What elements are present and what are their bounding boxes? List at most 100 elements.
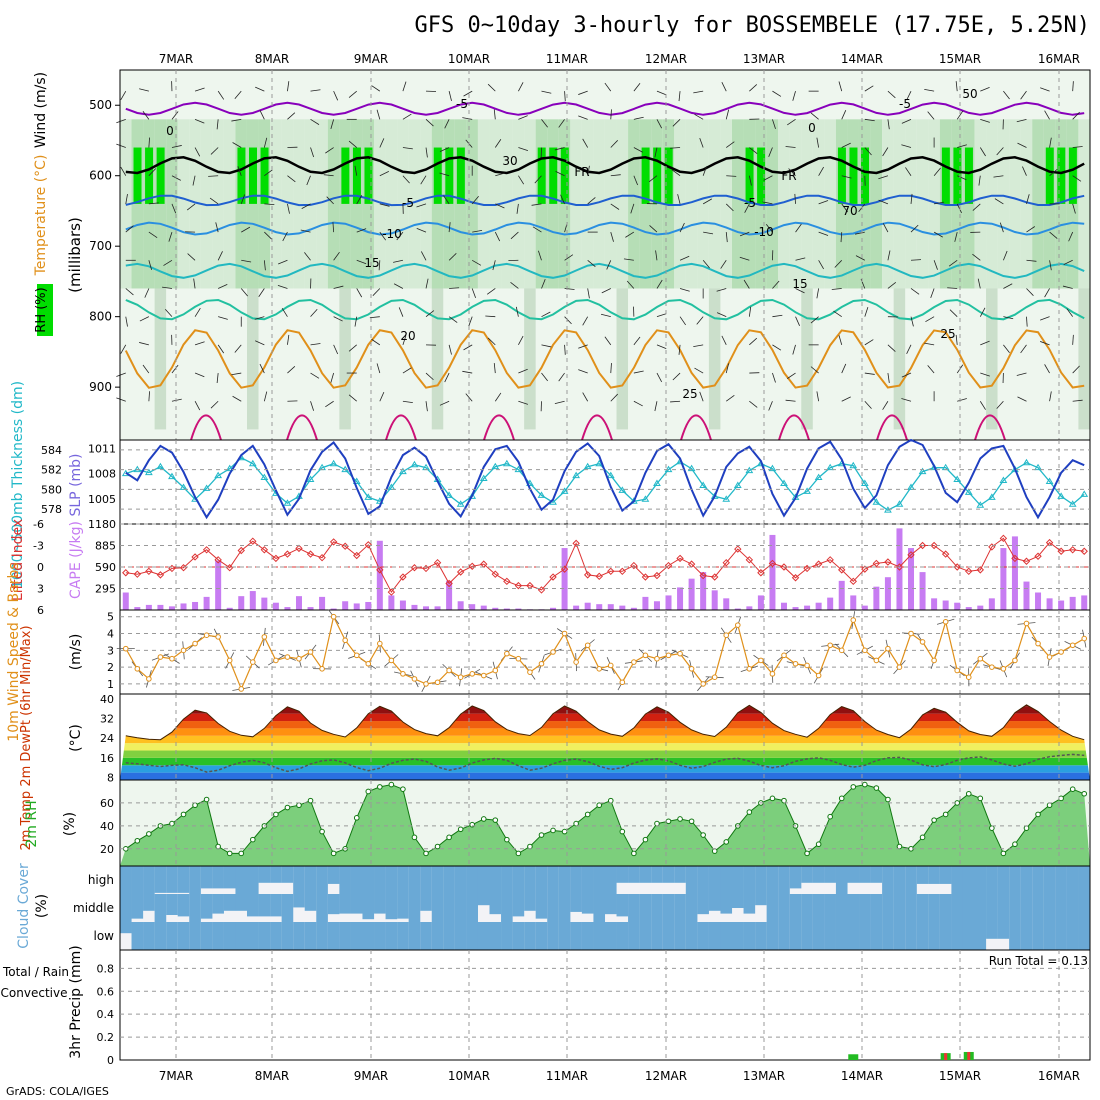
cloud-cell: [327, 922, 340, 950]
cape-bar: [168, 606, 175, 610]
rh2m-point: [896, 843, 903, 850]
li-point: [122, 569, 130, 577]
rh-band: [489, 119, 501, 289]
wind-barb: [425, 119, 434, 127]
thickness-point: [364, 493, 373, 500]
wind-barb: [604, 336, 612, 346]
li-point: [757, 569, 765, 577]
bottom-x-tick: 14MAR: [841, 1069, 883, 1083]
rh-band: [893, 119, 906, 289]
wind-barb: [531, 203, 542, 206]
wind-barb: [323, 174, 334, 177]
cloud-cell: [755, 866, 767, 894]
cloud-cell: [131, 922, 144, 950]
li-point: [953, 563, 961, 571]
rh-band: [593, 119, 605, 289]
wind-barb: [541, 119, 548, 128]
wind-barb: [748, 175, 752, 186]
wind10-point: [400, 671, 406, 677]
wind-barb: [1020, 90, 1027, 100]
cloud-cell: [905, 922, 917, 950]
cloud-cell: [189, 894, 201, 922]
wind-barb: [472, 229, 483, 233]
rh2m-tick: 20: [100, 843, 114, 856]
wind-barb: [354, 165, 358, 176]
cloud-cell: [246, 894, 259, 917]
wind-barb: [979, 147, 986, 157]
cape-bar: [838, 580, 845, 610]
li-point: [768, 559, 777, 568]
thickness-point: [468, 492, 477, 499]
wind-barb: [841, 396, 851, 402]
cloud-cell: [547, 894, 559, 922]
wind10-point: [122, 645, 129, 652]
wind-barb: [1072, 203, 1076, 214]
wind-barb: [1072, 399, 1083, 402]
thickness-point: [537, 491, 546, 498]
wind-barb: [910, 288, 920, 295]
rh-band: [870, 119, 883, 289]
cape-bar: [780, 602, 787, 610]
wind10-point: [642, 652, 649, 659]
cape-bar: [792, 607, 799, 610]
wind-barb: [694, 367, 704, 374]
rh-low-band: [246, 288, 259, 430]
rh-band: [731, 119, 744, 289]
cloud-cell: [616, 866, 629, 883]
rh2m-point: [273, 811, 279, 818]
cloud-cell: [270, 894, 282, 917]
cloud-cell: [119, 894, 132, 922]
cape-bar: [307, 607, 314, 610]
rh2m-point: [931, 817, 937, 823]
wind-barb: [142, 364, 150, 374]
wind10-point: [215, 634, 221, 640]
thickness-point: [144, 468, 153, 476]
wind-barb: [554, 400, 565, 405]
wind10-point: [226, 657, 233, 664]
wind-barb: [216, 373, 219, 384]
wind-barb: [139, 342, 149, 346]
cape-bar: [977, 605, 984, 610]
rh-core: [664, 147, 673, 204]
wind-barb: [541, 344, 552, 348]
wind10-point: [711, 674, 718, 681]
li-point: [583, 571, 592, 579]
cloud-cell: [651, 866, 663, 883]
wind10-point: [249, 659, 256, 665]
cloud-cell: [177, 894, 190, 917]
rh-band: [1078, 119, 1090, 289]
wind-barb: [841, 363, 847, 374]
wind-barb: [425, 310, 435, 317]
thickness-point: [399, 467, 407, 475]
wind-barb: [749, 147, 758, 154]
cloud-cell: [304, 922, 317, 950]
wind-barb: [193, 278, 196, 289]
rh2m-point: [134, 837, 141, 844]
cloud-cell: [593, 894, 606, 922]
wind-barb: [564, 91, 566, 102]
wind-barb: [956, 110, 964, 120]
cloud-cell: [570, 866, 582, 894]
wind-barb: [1020, 344, 1027, 354]
wind-barb: [933, 167, 941, 176]
thickness-point: [606, 471, 615, 479]
wind-barb: [420, 251, 427, 261]
wind-barb: [485, 315, 496, 318]
wind-barb: [1040, 341, 1050, 346]
rh2m-point: [677, 816, 683, 822]
thickness-point: [860, 479, 869, 486]
wind-barb: [721, 81, 727, 92]
wind-barb: [416, 227, 427, 233]
contour-label: 30: [502, 154, 517, 168]
cape-bar: [827, 597, 834, 610]
wind-barb: [356, 259, 367, 265]
wind-barb: [1072, 81, 1074, 92]
wind-barb: [924, 342, 935, 346]
wind10-point: [388, 657, 395, 664]
isotherm-30-arc: [680, 414, 712, 441]
wind-barb: [792, 91, 796, 101]
wind-barb: [376, 109, 381, 120]
cloud-cell: [859, 894, 871, 922]
cloud-cell: [628, 922, 640, 950]
slp-frame: [119, 439, 1091, 525]
